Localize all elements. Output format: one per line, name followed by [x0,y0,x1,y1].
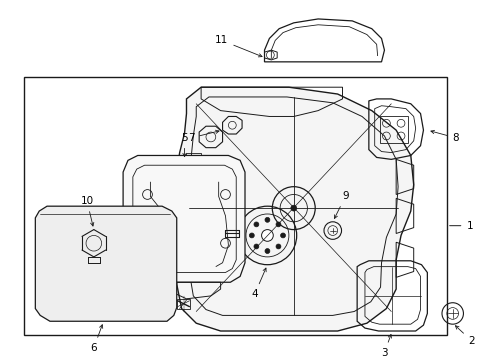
Text: 5: 5 [181,133,188,157]
Text: 10: 10 [80,196,94,226]
Text: 2: 2 [455,326,475,346]
Text: 6: 6 [91,325,103,353]
Circle shape [254,244,259,249]
Polygon shape [177,87,414,331]
Polygon shape [123,156,245,282]
Circle shape [276,244,281,249]
Text: 7: 7 [188,130,219,143]
Circle shape [265,249,270,253]
Circle shape [276,222,281,227]
Polygon shape [35,206,177,321]
Circle shape [281,233,286,238]
Circle shape [254,222,259,227]
Text: 1: 1 [450,221,473,231]
Circle shape [262,230,273,241]
Text: 8: 8 [431,130,459,143]
Text: 11: 11 [215,35,262,57]
Text: 3: 3 [381,334,392,357]
Circle shape [265,217,270,222]
Text: 9: 9 [334,191,349,219]
Text: 4: 4 [251,268,266,299]
Circle shape [249,233,254,238]
Circle shape [291,205,296,211]
